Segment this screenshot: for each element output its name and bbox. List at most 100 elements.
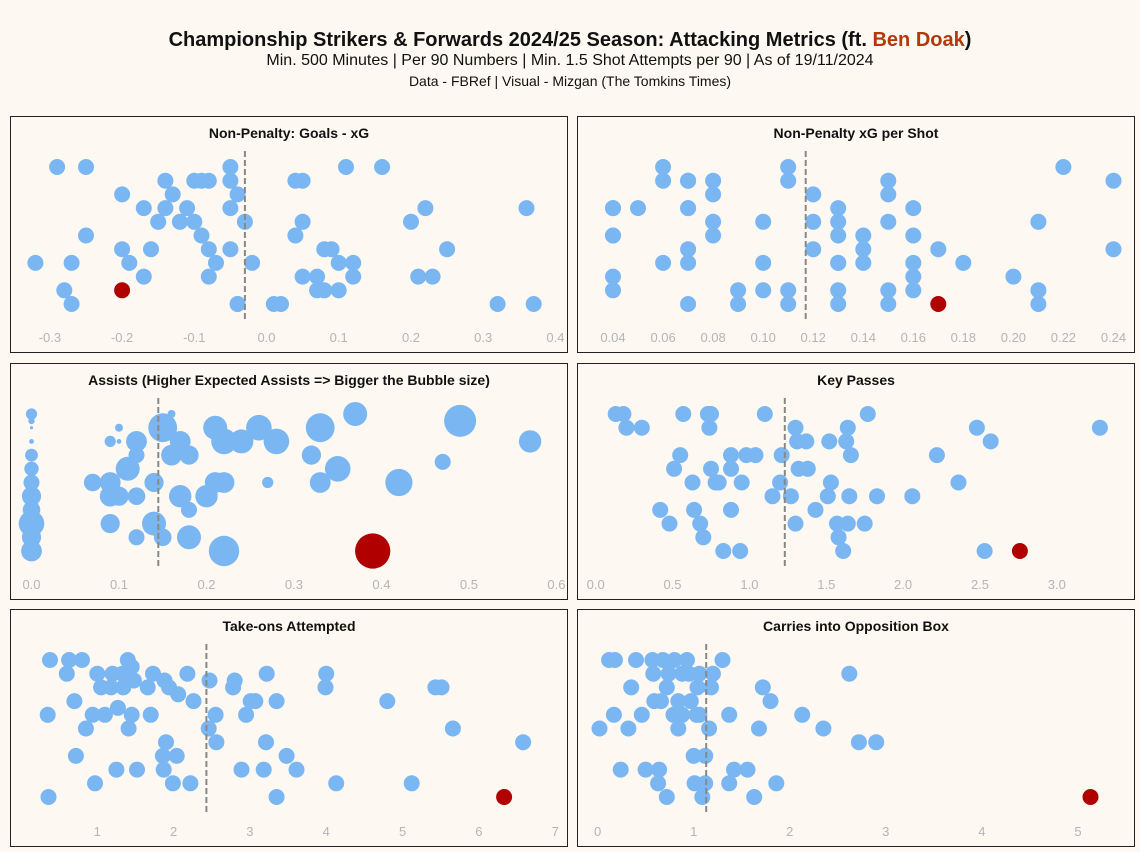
panel-take-ons: Take-ons Attempted 1 2 3 4 5 6 7 bbox=[10, 609, 568, 847]
data-point bbox=[680, 254, 697, 271]
data-point bbox=[258, 665, 275, 682]
data-point bbox=[439, 241, 456, 258]
data-point bbox=[807, 501, 824, 518]
chart-title: Championship Strikers & Forwards 2024/25… bbox=[0, 29, 1140, 52]
data-point bbox=[739, 761, 756, 778]
data-point bbox=[612, 761, 629, 778]
x-tick-label: 0.18 bbox=[951, 330, 976, 345]
data-point bbox=[444, 720, 461, 737]
x-tick-label: 4 bbox=[978, 824, 985, 839]
data-point bbox=[605, 268, 621, 285]
data-point bbox=[682, 693, 699, 710]
data-point bbox=[705, 172, 722, 189]
data-point bbox=[96, 706, 113, 723]
data-point bbox=[838, 433, 855, 450]
data-point bbox=[605, 282, 621, 299]
data-point bbox=[323, 241, 340, 258]
data-point bbox=[650, 775, 667, 792]
data-point bbox=[692, 515, 709, 532]
data-point bbox=[328, 775, 345, 792]
data-point bbox=[830, 282, 847, 299]
data-point bbox=[768, 775, 785, 792]
x-tick-label: 1.5 bbox=[817, 577, 835, 592]
data-point bbox=[42, 652, 58, 668]
data-point bbox=[721, 775, 738, 792]
x-tick-label: 0.08 bbox=[700, 330, 725, 345]
data-point bbox=[153, 528, 172, 547]
data-point bbox=[89, 665, 106, 682]
data-point bbox=[410, 268, 427, 285]
data-point bbox=[316, 282, 333, 299]
data-point bbox=[309, 268, 326, 285]
data-point bbox=[229, 429, 254, 454]
data-point bbox=[135, 268, 152, 285]
data-point bbox=[658, 789, 675, 805]
x-tick-label: 3.0 bbox=[1048, 577, 1066, 592]
data-point bbox=[294, 172, 311, 189]
data-point bbox=[726, 761, 742, 778]
highlight-point bbox=[114, 282, 131, 299]
panel-title: Take-ons Attempted bbox=[222, 618, 356, 634]
data-point bbox=[262, 476, 274, 489]
data-point bbox=[374, 159, 391, 175]
data-point bbox=[880, 296, 897, 312]
data-point bbox=[755, 282, 772, 299]
data-point bbox=[78, 227, 94, 244]
data-point bbox=[830, 254, 847, 271]
data-point bbox=[114, 186, 131, 203]
x-tick-label: 0.24 bbox=[1101, 330, 1126, 345]
panel-title: Assists (Higher Expected Assists => Bigg… bbox=[88, 372, 490, 388]
data-point bbox=[63, 254, 80, 271]
x-tick-label: 2.0 bbox=[894, 577, 912, 592]
data-point bbox=[705, 227, 722, 244]
data-point bbox=[859, 406, 876, 422]
data-point bbox=[805, 241, 822, 258]
data-point bbox=[661, 515, 678, 532]
data-point bbox=[21, 486, 42, 506]
data-point bbox=[385, 468, 413, 497]
data-point bbox=[324, 456, 351, 482]
data-point bbox=[49, 159, 66, 175]
data-point bbox=[139, 679, 156, 696]
data-point bbox=[730, 296, 747, 312]
data-point bbox=[815, 720, 832, 737]
data-point bbox=[40, 789, 57, 805]
data-point bbox=[618, 419, 635, 436]
data-point bbox=[157, 172, 174, 189]
data-point bbox=[200, 241, 217, 258]
data-point bbox=[142, 706, 159, 723]
x-tick-label: 0.0 bbox=[22, 577, 40, 592]
data-point bbox=[211, 428, 237, 455]
data-point bbox=[645, 665, 662, 682]
data-point bbox=[732, 543, 749, 559]
title-main: Championship Strikers & Forwards 2024/25… bbox=[168, 29, 873, 51]
x-tick-label: 5 bbox=[399, 824, 406, 839]
panel-title: Key Passes bbox=[817, 372, 895, 388]
data-point bbox=[670, 693, 687, 710]
data-point bbox=[905, 282, 922, 299]
data-point bbox=[751, 720, 767, 737]
data-point bbox=[830, 213, 847, 230]
data-point bbox=[238, 706, 255, 723]
data-point bbox=[246, 414, 272, 441]
panel-np-goals-minus-xg: Non-Penalty: Goals - xG -0.3 -0.2 -0.1 0.0 0… bbox=[10, 116, 568, 353]
data-point bbox=[294, 268, 311, 285]
data-point bbox=[794, 706, 811, 723]
data-point bbox=[61, 652, 78, 668]
x-tick-label: 0.04 bbox=[600, 330, 625, 345]
data-point bbox=[805, 186, 822, 203]
data-point bbox=[691, 665, 708, 682]
data-point bbox=[109, 699, 126, 716]
data-point bbox=[317, 679, 334, 696]
data-point bbox=[222, 241, 239, 258]
data-points bbox=[605, 159, 1122, 312]
data-point bbox=[842, 447, 859, 464]
data-point bbox=[39, 706, 56, 723]
data-point bbox=[120, 720, 137, 737]
highlight-point bbox=[355, 533, 391, 569]
data-point bbox=[268, 693, 285, 710]
data-point bbox=[880, 213, 897, 230]
data-point bbox=[100, 514, 120, 534]
data-point bbox=[200, 172, 217, 189]
x-tick-label: 0.14 bbox=[851, 330, 876, 345]
